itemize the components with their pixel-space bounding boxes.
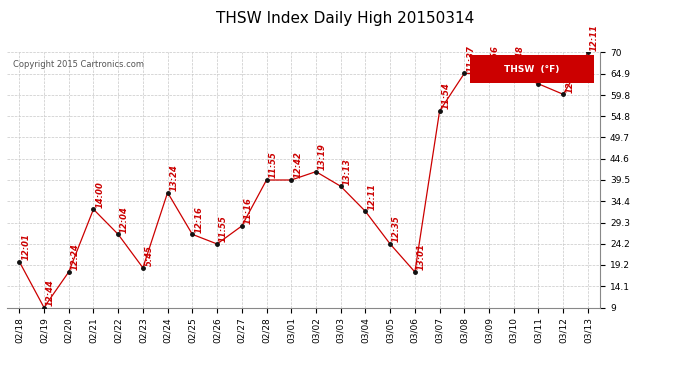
Text: 12:11: 12:11 — [367, 183, 376, 210]
Text: 12:16: 12:16 — [195, 206, 204, 232]
Text: 12:56: 12:56 — [491, 45, 500, 72]
Text: 5:45: 5:45 — [145, 245, 154, 266]
Text: 12:11: 12:11 — [590, 24, 599, 51]
Text: 13:19: 13:19 — [318, 143, 327, 170]
Text: 12:24: 12:24 — [70, 243, 79, 270]
Text: 11:54: 11:54 — [442, 82, 451, 110]
Text: 13:13: 13:13 — [343, 158, 352, 184]
Text: 11:48: 11:48 — [515, 45, 524, 72]
Text: 12:35: 12:35 — [392, 215, 401, 242]
Text: 11:16: 11:16 — [244, 197, 253, 224]
Text: 13:24: 13:24 — [170, 164, 179, 191]
Text: 12:42: 12:42 — [293, 152, 302, 178]
Text: 12:01: 12:01 — [21, 233, 30, 260]
Text: 13:01: 13:01 — [417, 243, 426, 270]
Text: 12:44: 12:44 — [46, 279, 55, 306]
Text: 11:55: 11:55 — [268, 152, 277, 178]
Text: 12:41: 12:41 — [565, 66, 574, 93]
Text: THSW Index Daily High 20150314: THSW Index Daily High 20150314 — [216, 11, 474, 26]
Text: 11:55: 11:55 — [219, 215, 228, 242]
Text: 14:00: 14:00 — [95, 181, 104, 208]
Text: 12:04: 12:04 — [120, 206, 129, 232]
Text: Copyright 2015 Cartronics.com: Copyright 2015 Cartronics.com — [13, 60, 144, 69]
Text: 11:37: 11:37 — [466, 45, 475, 72]
